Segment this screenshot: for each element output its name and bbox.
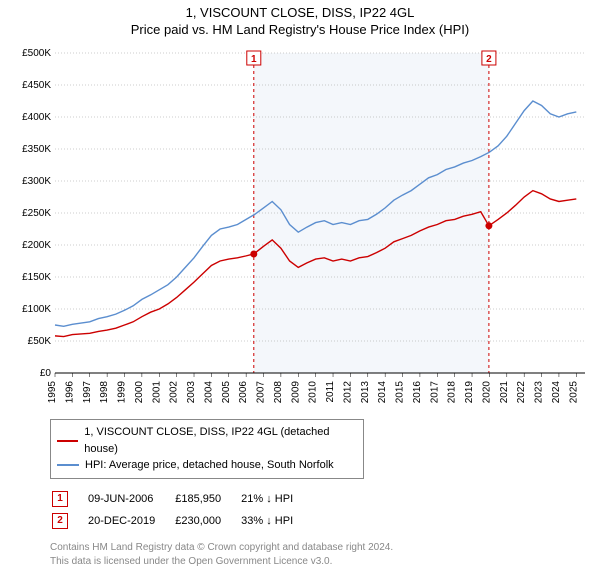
footnote-line: This data is licensed under the Open Gov… [50, 555, 600, 569]
x-tick-label: 2001 [151, 381, 162, 404]
x-tick-label: 2004 [203, 381, 214, 404]
x-tick-label: 2020 [481, 381, 492, 404]
sale-point [250, 251, 257, 258]
x-tick-label: 2013 [360, 381, 371, 404]
y-tick-label: £0 [40, 368, 52, 379]
x-tick-label: 2023 [534, 381, 545, 404]
sale-marker: 2 [52, 511, 86, 531]
chart-area: £0 £50K £100K £150K £200K £250K £300K £350K £400… [5, 43, 595, 413]
sale-price: £230,000 [175, 511, 239, 531]
sale-vs-hpi: 21% ↓ HPI [241, 489, 311, 509]
container: 1, VISCOUNT CLOSE, DISS, IP22 4GL Price … [0, 0, 600, 560]
y-tick-label: £450K [22, 80, 51, 91]
y-tick-label: £350K [22, 144, 51, 155]
x-tick-label: 2025 [568, 381, 579, 404]
x-tick-label: 2017 [429, 381, 440, 404]
x-tick-label: 2014 [377, 381, 388, 404]
y-tick-label: £300K [22, 176, 51, 187]
x-tick-label: 1997 [82, 381, 93, 404]
x-tick-label: 1996 [64, 381, 75, 404]
x-tick-label: 2009 [290, 381, 301, 404]
x-tick-label: 2006 [238, 381, 249, 404]
sale-marker: 1 [52, 489, 86, 509]
legend-item: 1, VISCOUNT CLOSE, DISS, IP22 4GL (detac… [57, 424, 357, 457]
chart-title: 1, VISCOUNT CLOSE, DISS, IP22 4GL [0, 0, 600, 22]
x-tick-label: 2019 [464, 381, 475, 404]
y-tick-label: £200K [22, 240, 51, 251]
y-tick-label: £150K [22, 272, 51, 283]
x-tick-label: 2000 [134, 381, 145, 404]
x-tick-label: 2018 [447, 381, 458, 404]
footnote-line: Contains HM Land Registry data © Crown c… [50, 541, 600, 555]
footnote: Contains HM Land Registry data © Crown c… [50, 541, 600, 569]
x-tick-label: 2003 [186, 381, 197, 404]
legend-swatch [57, 440, 78, 442]
x-tick-label: 2024 [551, 381, 562, 404]
sale-point [485, 222, 492, 229]
sale-row: 1 09-JUN-2006£185,95021% ↓ HPI [52, 489, 311, 509]
x-tick-label: 2010 [308, 381, 319, 404]
y-tick-label: £250K [22, 208, 51, 219]
sales-table: 1 09-JUN-2006£185,95021% ↓ HPI 2 20-DEC-201… [50, 487, 313, 533]
legend-swatch [57, 464, 79, 466]
x-tick-label: 2005 [221, 381, 232, 404]
chart-subtitle: Price paid vs. HM Land Registry's House … [0, 22, 600, 43]
x-tick-label: 1998 [99, 381, 110, 404]
x-tick-label: 2015 [395, 381, 406, 404]
sale-date: 09-JUN-2006 [88, 489, 173, 509]
sale-date: 20-DEC-2019 [88, 511, 173, 531]
y-tick-label: £50K [28, 336, 52, 347]
sale-price: £185,950 [175, 489, 239, 509]
legend-label: 1, VISCOUNT CLOSE, DISS, IP22 4GL (detac… [84, 424, 357, 457]
x-tick-label: 1995 [47, 381, 58, 404]
x-tick-label: 2022 [516, 381, 527, 404]
x-tick-label: 2007 [256, 381, 267, 404]
x-tick-label: 2008 [273, 381, 284, 404]
y-tick-label: £100K [22, 304, 51, 315]
sale-row: 2 20-DEC-2019£230,00033% ↓ HPI [52, 511, 311, 531]
marker-box-icon: 1 [52, 491, 68, 507]
legend: 1, VISCOUNT CLOSE, DISS, IP22 4GL (detac… [50, 419, 364, 479]
legend-item: HPI: Average price, detached house, Sout… [57, 457, 357, 474]
x-tick-label: 1999 [117, 381, 128, 404]
x-tick-label: 2012 [342, 381, 353, 404]
x-tick-label: 2021 [499, 381, 510, 404]
x-tick-label: 2002 [169, 381, 180, 404]
marker-label: 2 [486, 54, 492, 65]
marker-label: 1 [251, 54, 257, 65]
marker-box-icon: 2 [52, 513, 68, 529]
x-tick-label: 2011 [325, 381, 336, 403]
legend-label: HPI: Average price, detached house, Sout… [85, 457, 334, 474]
line-chart: £0 £50K £100K £150K £200K £250K £300K £350K £400… [5, 43, 595, 413]
y-tick-label: £500K [22, 48, 51, 59]
x-tick-label: 2016 [412, 381, 423, 404]
sale-vs-hpi: 33% ↓ HPI [241, 511, 311, 531]
y-tick-label: £400K [22, 112, 51, 123]
